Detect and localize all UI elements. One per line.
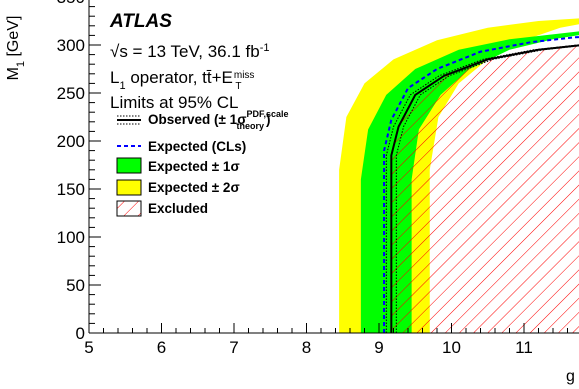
- cl-label: Limits at 95% CL: [110, 93, 239, 112]
- legend-label-band1: Expected ± 1σ: [148, 159, 240, 174]
- legend: Observed (± 1σPDF,scale theory) Expected …: [116, 109, 288, 217]
- x-axis-title: g: [566, 368, 575, 385]
- legend-item-band2: Expected ± 2σ: [116, 179, 240, 196]
- legend-label-observed: Observed (± 1σPDF,scale theory): [148, 109, 288, 131]
- y-tick-label: 100: [57, 228, 85, 247]
- expected-limit-line: [383, 36, 579, 333]
- y-tick-label: 350: [57, 0, 85, 7]
- operator-label: L1 operator, tt̄+Emiss T: [110, 68, 254, 92]
- observed-limit-line: [390, 44, 579, 333]
- legend-item-excluded: Excluded: [116, 200, 208, 217]
- experiment-label: ATLAS: [109, 11, 172, 32]
- axes: 56789101112050100150200250300350: [57, 0, 579, 357]
- legend-item-observed: Observed (± 1σPDF,scale theory): [117, 109, 288, 131]
- x-tick-label: 9: [374, 338, 383, 357]
- y-tick-label: 200: [57, 132, 85, 151]
- y-tick-label: 300: [57, 36, 85, 55]
- plot-annotations: ATLAS √s = 13 TeV, 36.1 fb-1 L1 operator…: [109, 11, 269, 112]
- y-tick-label: 0: [76, 324, 85, 343]
- legend-item-band1: Expected ± 1σ: [116, 157, 240, 174]
- legend-label-band2: Expected ± 2σ: [148, 180, 240, 195]
- plot-area: [339, 18, 579, 333]
- x-tick-label: 5: [84, 338, 93, 357]
- x-tick-label: 7: [229, 338, 238, 357]
- x-tick-label: 11: [515, 338, 533, 357]
- y-axis-title: M1 [GeV]: [5, 16, 27, 81]
- legend-label-expected: Expected (CLs): [148, 139, 246, 154]
- legend-item-expected: Expected (CLs): [117, 139, 246, 154]
- y-tick-label: 250: [57, 84, 85, 103]
- y-tick-label: 150: [57, 180, 85, 199]
- x-tick-label: 10: [442, 338, 461, 357]
- energy-lumi-label: √s = 13 TeV, 36.1 fb-1: [110, 42, 269, 61]
- legend-label-excluded: Excluded: [148, 201, 208, 216]
- x-tick-label: 6: [157, 338, 166, 357]
- x-tick-label: 8: [302, 338, 311, 357]
- excluded-region: [391, 45, 579, 333]
- y-tick-label: 50: [66, 276, 85, 295]
